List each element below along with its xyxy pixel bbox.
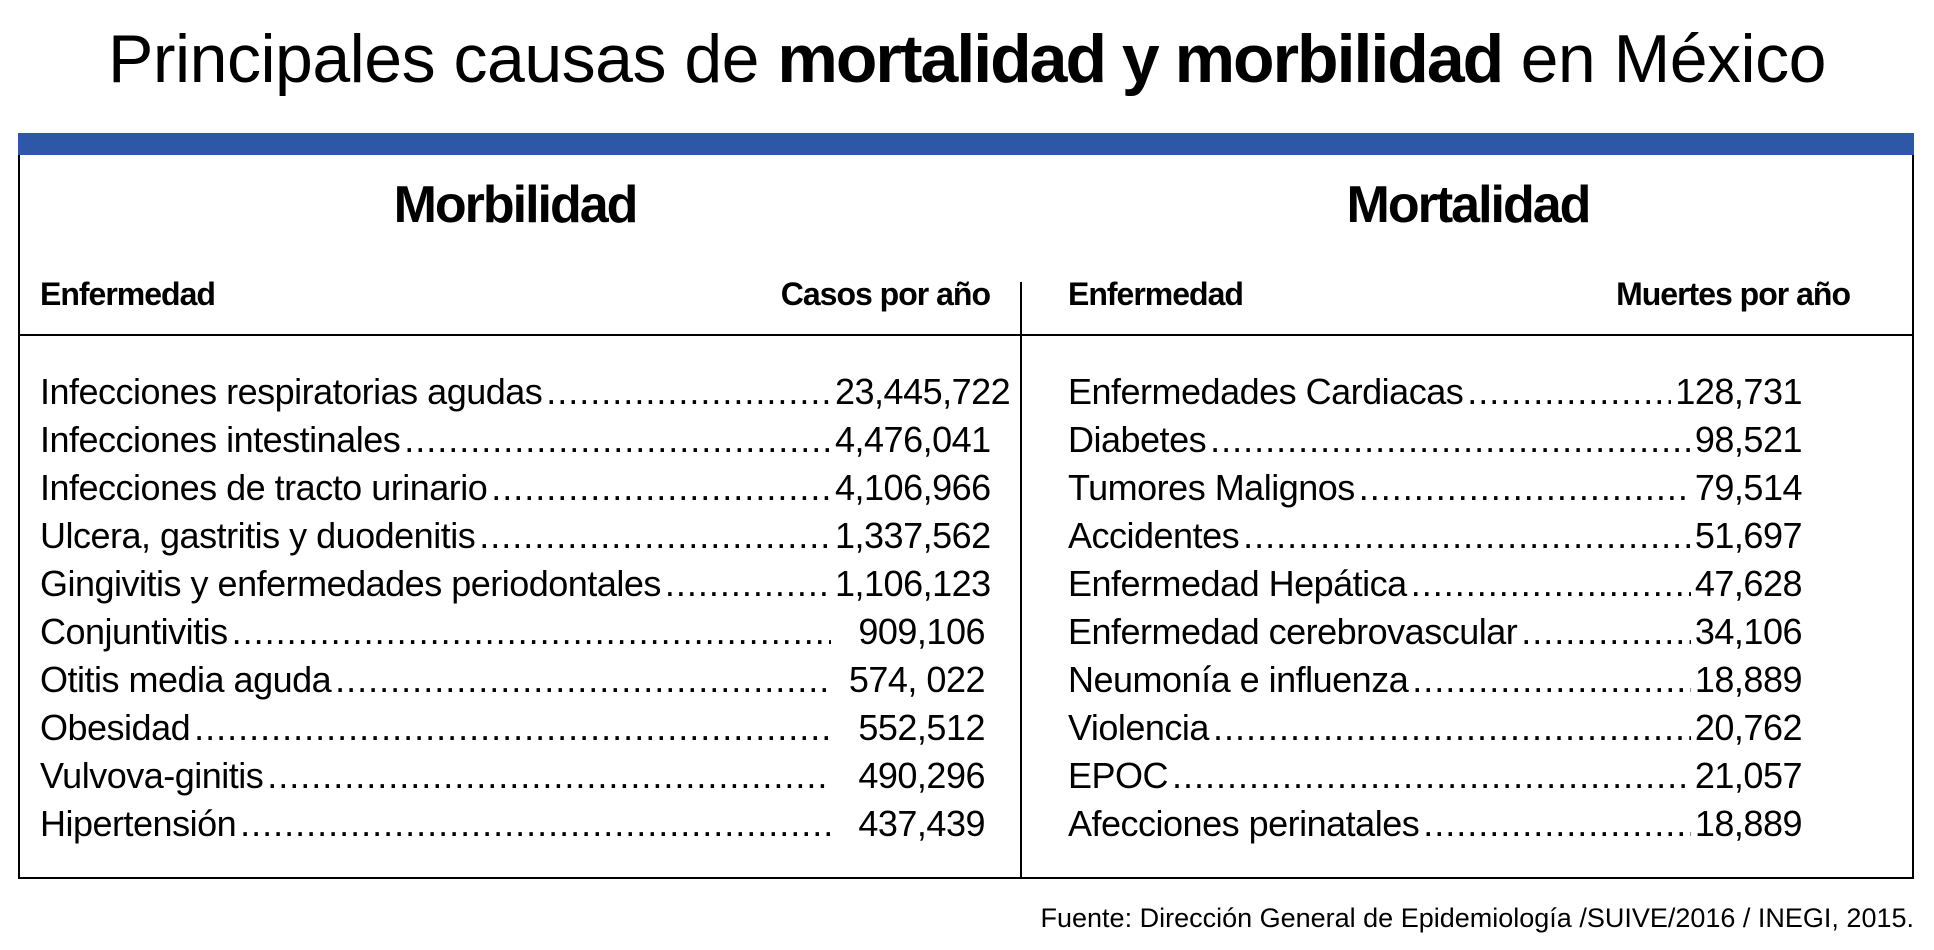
disease-name: Otitis media aguda (40, 659, 332, 700)
leader-dots (1210, 416, 1691, 464)
disease-name: Tumores Malignos (1068, 467, 1355, 508)
leader-dots (546, 368, 831, 416)
table-row: EPOC 21,057 (1068, 752, 1803, 800)
title-suffix: en México (1502, 21, 1827, 97)
source-note: Fuente: Dirección General de Epidemiolog… (1040, 903, 1914, 933)
death-count: 21,057 (1694, 755, 1803, 796)
disease-name: Neumonía e influenza (1068, 659, 1409, 700)
morbilidad-heading: Morbilidad (393, 176, 639, 234)
leader-dots (1243, 512, 1691, 560)
leader-dots (1213, 704, 1691, 752)
table-row: Vulvova-ginitis 490,296 (40, 752, 986, 800)
disease-name: Hipertensión (40, 803, 237, 844)
table-row: Enfermedad cerebrovascular 34,106 (1068, 608, 1803, 656)
leader-dots (1411, 560, 1691, 608)
case-count: 1,337,562 (835, 515, 991, 556)
table-row: Otitis media aguda 574, 022 (40, 656, 986, 704)
leader-dots (1359, 464, 1691, 512)
accent-bar (18, 133, 1914, 155)
case-count: 437,439 (858, 803, 985, 844)
table-row: Accidentes 51,697 (1068, 512, 1803, 560)
disease-name: Gingivitis y enfermedades periodontales (40, 563, 661, 604)
table-row: Infecciones intestinales 4,476,041 (40, 416, 991, 464)
table-row: Neumonía e influenza 18,889 (1068, 656, 1803, 704)
disease-name: Infecciones intestinales (40, 419, 401, 460)
leader-dots (267, 752, 831, 800)
death-count: 98,521 (1694, 419, 1803, 460)
leader-dots (232, 608, 831, 656)
leader-dots (194, 704, 831, 752)
death-count: 79,514 (1694, 467, 1803, 508)
leader-dots (665, 560, 831, 608)
column-divider (1020, 282, 1022, 879)
leader-dots (1521, 608, 1691, 656)
table-row: Ulcera, gastritis y duodenitis 1,337,562 (40, 512, 991, 560)
death-count: 51,697 (1694, 515, 1803, 556)
title-bold: mortalidad y morbilidad (777, 21, 1504, 97)
disease-name: Vulvova-ginitis (40, 755, 264, 796)
morbilidad-list: Infecciones respiratorias agudas 23,445,7… (40, 368, 1011, 848)
mortalidad-heading: Mortalidad (1346, 176, 1592, 234)
leader-dots (240, 800, 831, 848)
case-count: 4,476,041 (835, 419, 991, 460)
disease-name: Ulcera, gastritis y duodenitis (40, 515, 476, 556)
disease-name: Infecciones respiratorias agudas (40, 371, 543, 412)
case-count: 909,106 (858, 611, 985, 652)
table-row: Enfermedades Cardiacas 128,731 (1068, 368, 1802, 416)
disease-name: Obesidad (40, 707, 191, 748)
death-count: 47,628 (1694, 563, 1803, 604)
leader-dots (335, 656, 831, 704)
case-count: 552,512 (858, 707, 985, 748)
leader-dots (1172, 752, 1691, 800)
mortalidad-col-value: Muertes por año (1616, 276, 1851, 312)
table-row: Enfermedad Hepática 47,628 (1068, 560, 1803, 608)
table-row: Afecciones perinatales 18,889 (1068, 800, 1803, 848)
page-title: Principales causas de mortalidad y morbi… (0, 14, 1934, 104)
disease-name: Enfermedades Cardiacas (1068, 371, 1464, 412)
header-divider (18, 334, 1914, 336)
disease-name: Violencia (1068, 707, 1209, 748)
disease-name: Enfermedad Hepática (1068, 563, 1407, 604)
disease-name: Afecciones perinatales (1068, 803, 1420, 844)
disease-name: Diabetes (1068, 419, 1207, 460)
leader-dots (1412, 656, 1691, 704)
table-row: Obesidad 552,512 (40, 704, 986, 752)
table-row: Conjuntivitis 909,106 (40, 608, 986, 656)
table-frame (18, 133, 1914, 879)
mortalidad-list: Enfermedades Cardiacas 128,731 Diabetes 98… (1068, 368, 1803, 848)
table-row: Tumores Malignos 79,514 (1068, 464, 1803, 512)
title-prefix: Principales causas de (108, 21, 778, 97)
morbilidad-col-disease: Enfermedad (40, 276, 216, 312)
case-count: 574, 022 (848, 659, 986, 700)
leader-dots (479, 512, 831, 560)
death-count: 18,889 (1694, 659, 1803, 700)
table-row: Violencia 20,762 (1068, 704, 1803, 752)
leader-dots (1467, 368, 1671, 416)
leader-dots (1423, 800, 1691, 848)
table-row: Hipertensión 437,439 (40, 800, 986, 848)
disease-name: Accidentes (1068, 515, 1240, 556)
morbilidad-col-value: Casos por año (780, 276, 991, 312)
mortalidad-col-disease: Enfermedad (1068, 276, 1244, 312)
case-count: 23,445,722 (835, 371, 1011, 412)
disease-name: EPOC (1068, 755, 1169, 796)
table-row: Gingivitis y enfermedades periodontales 1… (40, 560, 991, 608)
death-count: 18,889 (1694, 803, 1803, 844)
table-row: Diabetes 98,521 (1068, 416, 1803, 464)
table-row: Infecciones de tracto urinario 4,106,966 (40, 464, 991, 512)
death-count: 20,762 (1694, 707, 1803, 748)
leader-dots (491, 464, 831, 512)
disease-name: Infecciones de tracto urinario (40, 467, 488, 508)
case-count: 490,296 (858, 755, 985, 796)
disease-name: Conjuntivitis (40, 611, 228, 652)
case-count: 4,106,966 (835, 467, 991, 508)
death-count: 128,731 (1675, 371, 1802, 412)
case-count: 1,106,123 (835, 563, 991, 604)
table-row: Infecciones respiratorias agudas 23,445,7… (40, 368, 1011, 416)
leader-dots (404, 416, 831, 464)
death-count: 34,106 (1694, 611, 1803, 652)
disease-name: Enfermedad cerebrovascular (1068, 611, 1518, 652)
